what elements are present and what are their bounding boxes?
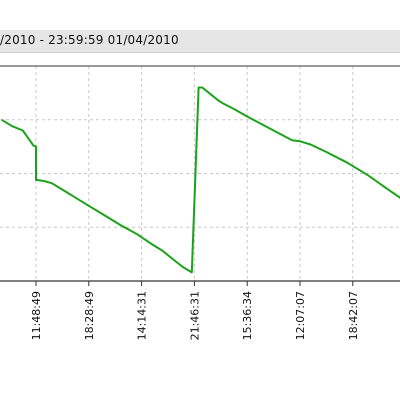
x-tick-label: 18:42:07 (347, 291, 360, 340)
x-tick-label: 14:14:31 (136, 291, 149, 340)
chart-title-bar: /2010 - 23:59:59 01/04/2010 (0, 30, 400, 53)
x-tick-label: 21:46:31 (188, 291, 201, 340)
chart-title: /2010 - 23:59:59 01/04/2010 (0, 33, 179, 47)
series-layer (1, 86, 400, 274)
x-tick-label: 15:36:34 (241, 291, 254, 340)
series-line (1, 86, 400, 274)
x-tick-label: 11:48:49 (30, 291, 43, 340)
grid (0, 66, 400, 281)
x-tick-label: 18:28:49 (83, 291, 96, 340)
x-tick-label: 12:07:07 (294, 291, 307, 340)
x-ticks: 11:48:49 18:28:49 14:14:31 21:46:31 15:36:34… (30, 281, 360, 340)
